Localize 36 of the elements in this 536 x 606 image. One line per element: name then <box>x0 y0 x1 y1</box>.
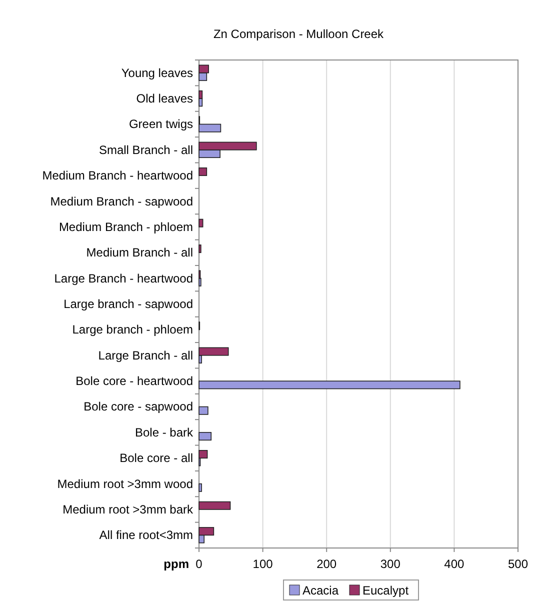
x-tick-label: 500 <box>508 557 528 571</box>
y-tick-label: Old leaves <box>136 92 193 106</box>
y-tick-label: Medium Branch - phloem <box>58 220 193 234</box>
chart-title: Zn Comparison - Mulloon Creek <box>213 27 385 41</box>
y-tick-label: Bole core - sapwood <box>84 400 193 414</box>
y-tick-label: Small Branch - all <box>98 142 193 157</box>
bar <box>198 218 204 228</box>
bar <box>198 380 460 390</box>
y-tick-label: Bole - bark <box>134 425 194 440</box>
x-tick-label: 200 <box>316 557 337 571</box>
y-tick-label: Bole core - heartwood <box>76 374 193 388</box>
bar <box>198 406 208 415</box>
legend-label: Eucalypt <box>362 584 410 598</box>
y-tick-label: Large branch - sapwood <box>64 297 193 311</box>
y-tick-label: Medium root >3mm bark <box>62 502 194 516</box>
y-tick-label: Large Branch - heartwood <box>54 271 193 286</box>
y-tick-label: All fine root<3mm <box>99 528 194 542</box>
bar <box>198 167 208 176</box>
y-tick-label: Green twigs <box>128 117 193 132</box>
bar <box>198 432 212 441</box>
x-axis-title: ppm <box>164 557 189 571</box>
x-tick-label: 400 <box>444 557 465 571</box>
x-tick-label: 0 <box>196 557 203 571</box>
y-tick-label: Bole core - all <box>120 451 193 466</box>
x-tick-label: 100 <box>252 557 274 571</box>
bar <box>198 501 231 510</box>
y-tick-label: Large Branch - all <box>98 348 193 362</box>
y-tick-label: Medium Branch - sapwood <box>50 194 193 208</box>
x-tick-label: 300 <box>380 557 401 571</box>
y-tick-label: Large branch - phloem <box>72 322 193 337</box>
bar <box>198 483 202 492</box>
y-tick-label: Medium root >3mm wood <box>57 476 193 491</box>
y-tick-label: Medium Branch - all <box>86 246 193 260</box>
legend-label: Acacia <box>302 584 339 598</box>
y-tick-label: Young leaves <box>121 66 193 80</box>
y-tick-label: Medium Branch - heartwood <box>42 168 193 183</box>
